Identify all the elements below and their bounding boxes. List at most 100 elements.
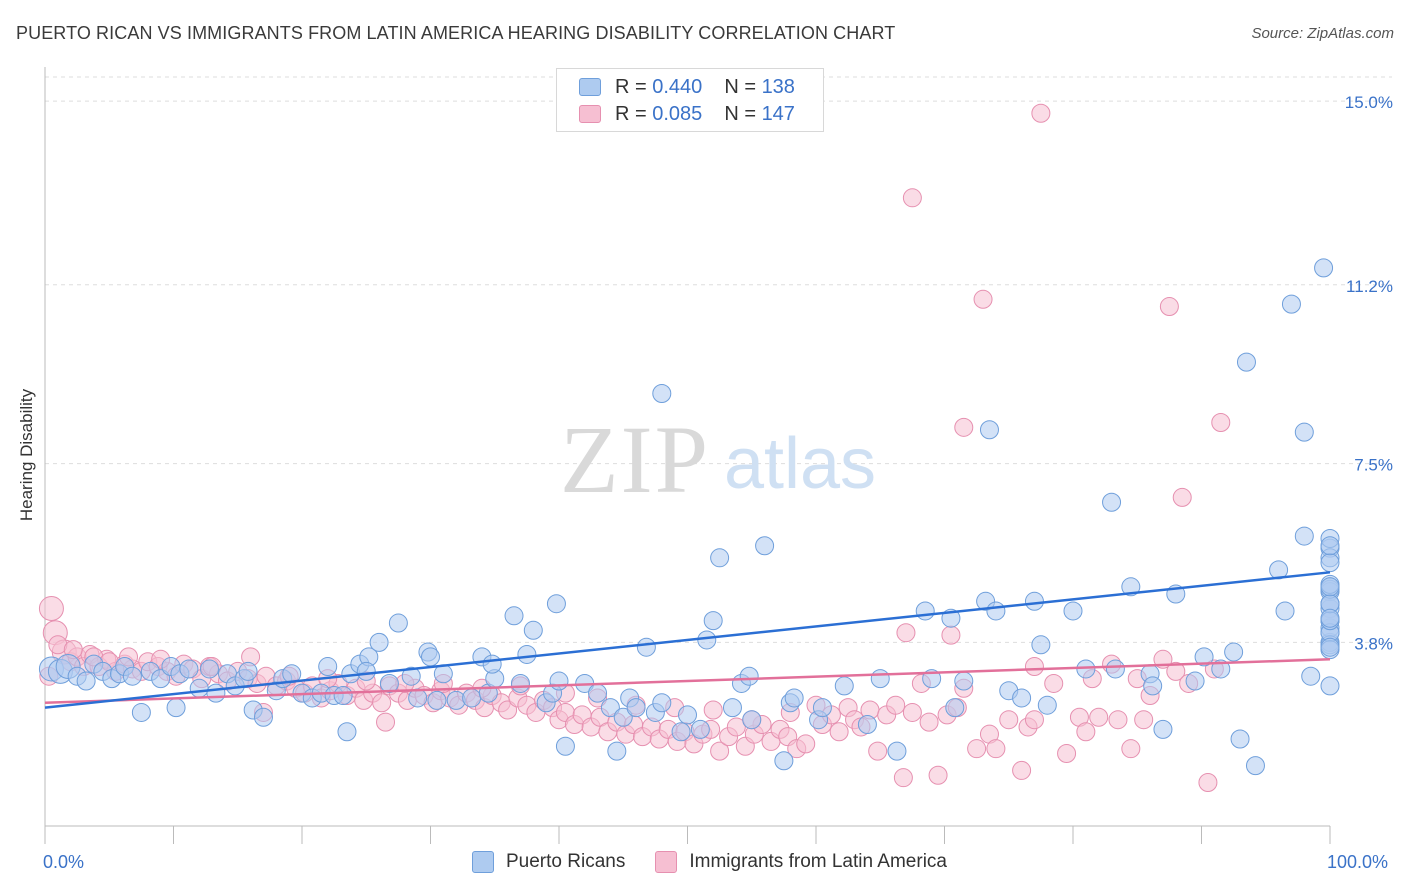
blue-point (1236, 352, 1256, 372)
blue-point (870, 669, 890, 689)
pink-point (1057, 744, 1077, 764)
blue-point (253, 707, 273, 727)
blue-point (482, 654, 502, 674)
blue-point (784, 688, 804, 708)
pink-point (902, 702, 922, 722)
blue-point (388, 613, 408, 633)
blue-point (421, 647, 440, 667)
pink-point (1134, 710, 1154, 730)
blue-point (401, 666, 421, 686)
y-tick-label: 7.5% (1354, 456, 1393, 475)
blue-point (462, 688, 482, 708)
y-tick-label: 15.0% (1345, 93, 1393, 112)
blue-point (954, 671, 974, 691)
blue-point (739, 666, 759, 686)
legend-item-immigrants[interactable]: Immigrants from Latin America (655, 851, 947, 873)
x-tick-label-max: 100.0% (1327, 852, 1389, 872)
trend-line-pink (44, 658, 1331, 705)
pink-point (1198, 773, 1218, 793)
legend-swatch-pink (655, 851, 678, 873)
blue-point (945, 698, 965, 718)
y-axis-label: Hearing Disability (17, 388, 36, 522)
pink-point (1121, 739, 1141, 759)
blue-point (1301, 666, 1321, 686)
y-tick-label: 11.2% (1346, 277, 1393, 296)
blue-point (1320, 676, 1340, 696)
blue-point (636, 637, 656, 657)
blue-point (742, 710, 762, 730)
blue-point (652, 693, 672, 713)
blue-point (337, 722, 357, 742)
watermark-atlas: atlas (724, 424, 876, 504)
blue-point (626, 698, 646, 718)
legend-item-puerto-ricans[interactable]: Puerto Ricans (472, 851, 625, 873)
pink-point (1024, 657, 1044, 677)
blue-point (588, 683, 608, 703)
blue-point (76, 671, 96, 691)
blue-point (151, 669, 171, 689)
blue-point (504, 606, 524, 626)
blue-point (774, 751, 794, 771)
pink-point (954, 417, 974, 437)
blue-point (1031, 635, 1051, 655)
legend-n-value: 147 (761, 102, 795, 125)
blue-point (1294, 422, 1314, 442)
blue-point (427, 690, 447, 710)
blue-point (671, 722, 691, 742)
blue-point (600, 698, 620, 718)
blue-point (131, 702, 151, 722)
y-tick-label: 3.8% (1354, 634, 1393, 653)
series-legend: Puerto Ricans Immigrants from Latin Amer… (472, 851, 977, 873)
blue-point (1105, 659, 1125, 679)
pink-point (1024, 710, 1044, 730)
blue-point (1320, 577, 1340, 597)
blue-point (1194, 647, 1214, 667)
trend-lines (44, 571, 1331, 709)
blue-point (1024, 591, 1044, 611)
pink-point (967, 739, 987, 759)
pink-point (919, 712, 939, 732)
watermark: ZIP atlas (560, 406, 876, 513)
legend-swatch-pink (579, 105, 601, 123)
blue-point (1012, 688, 1032, 708)
blue-point (1320, 536, 1340, 556)
trend-line-blue (44, 571, 1331, 709)
pink-point (703, 700, 723, 720)
blue-point (1320, 608, 1340, 628)
pink-point (1044, 673, 1064, 693)
pink-point (1172, 487, 1192, 507)
blue-point (703, 611, 723, 631)
legend-n-value: 138 (761, 75, 795, 98)
source-label: Source: ZipAtlas.com (1251, 25, 1394, 42)
blue-point (690, 719, 710, 739)
blue-point (857, 715, 877, 735)
correlation-legend: R = 0.440 N = 138 R = 0.085 N = 147 (556, 68, 824, 132)
blue-point (546, 594, 566, 614)
blue-point (986, 601, 1006, 621)
chart-title: PUERTO RICAN VS IMMIGRANTS FROM LATIN AM… (16, 23, 896, 43)
pink-point (1211, 413, 1231, 433)
blue-point (1230, 729, 1250, 749)
pink-point (868, 741, 888, 761)
blue-point (652, 384, 672, 404)
legend-r-value: 0.085 (652, 102, 703, 125)
blue-point (613, 707, 633, 727)
pink-point (372, 693, 392, 713)
blue-point (199, 659, 219, 679)
blue-point (812, 698, 832, 718)
blue-point (333, 686, 353, 706)
blue-point (1211, 659, 1231, 679)
legend-r-value: 0.440 (652, 75, 703, 98)
pink-point (893, 768, 913, 788)
blue-point (555, 736, 575, 756)
blue-point (1320, 637, 1340, 657)
blue-point (1143, 676, 1163, 696)
pink-point (973, 289, 993, 309)
blue-point (1245, 756, 1265, 776)
pink-point (1012, 760, 1032, 780)
blue-point (1275, 601, 1295, 621)
watermark-zip: ZIP (560, 406, 710, 513)
pink-point (726, 717, 746, 737)
pink-point (498, 700, 518, 720)
